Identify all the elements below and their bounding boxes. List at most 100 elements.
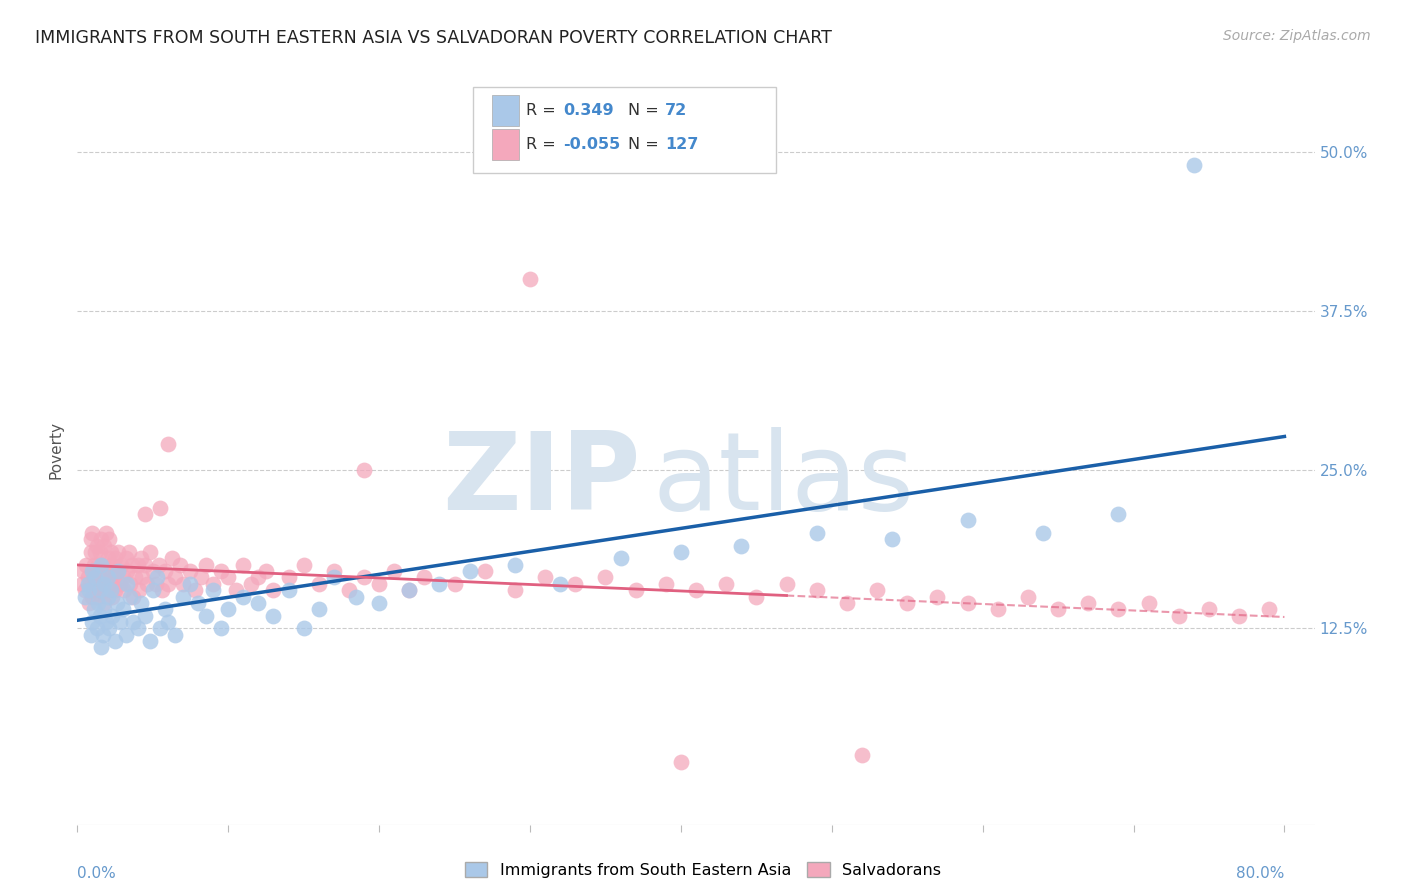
Point [308, 576, 330, 591]
Point [534, 570, 557, 584]
Point [179, 576, 201, 591]
Point [595, 570, 617, 584]
Point [1032, 526, 1054, 541]
Point [108, 615, 131, 629]
Text: ZIP: ZIP [441, 427, 640, 533]
FancyBboxPatch shape [474, 87, 776, 173]
Point [353, 462, 375, 476]
Text: atlas: atlas [652, 427, 915, 533]
Point [308, 602, 330, 616]
Point [84, 583, 107, 598]
Point [413, 570, 436, 584]
Point [669, 755, 692, 769]
Point [84, 545, 107, 559]
Point [277, 570, 299, 584]
Point [104, 551, 127, 566]
Point [94, 615, 117, 629]
Point [232, 558, 254, 572]
Point [263, 583, 285, 598]
Point [86, 576, 108, 591]
Point [101, 590, 124, 604]
Text: 80.0%: 80.0% [1236, 866, 1285, 881]
Point [146, 570, 169, 584]
Point [165, 570, 187, 584]
Point [655, 576, 678, 591]
Point [368, 596, 391, 610]
Point [139, 545, 162, 559]
Point [135, 576, 157, 591]
Point [83, 570, 105, 584]
Point [120, 590, 142, 604]
Point [503, 558, 526, 572]
Point [122, 615, 145, 629]
Point [1017, 590, 1039, 604]
Point [73, 583, 96, 598]
Point [93, 539, 115, 553]
Point [254, 564, 277, 578]
Point [96, 551, 118, 566]
Point [104, 634, 127, 648]
Point [1167, 608, 1189, 623]
Point [77, 570, 100, 584]
Point [82, 590, 104, 604]
Point [277, 583, 299, 598]
Point [1198, 602, 1220, 616]
Point [202, 576, 225, 591]
Text: N =: N = [628, 137, 658, 153]
Point [851, 748, 873, 763]
Point [79, 596, 101, 610]
Point [322, 564, 344, 578]
Point [458, 564, 481, 578]
Point [94, 570, 117, 584]
Point [96, 570, 118, 584]
Point [503, 583, 526, 598]
Point [87, 590, 110, 604]
Point [896, 596, 918, 610]
Point [91, 576, 114, 591]
Point [202, 583, 225, 598]
Legend: Immigrants from South Eastern Asia, Salvadorans: Immigrants from South Eastern Asia, Salv… [458, 855, 948, 884]
Point [114, 551, 136, 566]
Point [112, 583, 135, 598]
Point [89, 608, 111, 623]
Point [184, 583, 207, 598]
Point [100, 545, 122, 559]
Text: R =: R = [526, 103, 557, 118]
Point [142, 583, 165, 598]
Point [82, 564, 104, 578]
Point [169, 558, 191, 572]
Point [82, 615, 104, 629]
Point [90, 558, 112, 572]
Point [93, 576, 115, 591]
Point [129, 596, 152, 610]
Point [730, 539, 752, 553]
Point [72, 564, 94, 578]
Point [77, 576, 100, 591]
Point [80, 533, 103, 547]
Text: 72: 72 [665, 103, 688, 118]
Point [564, 576, 586, 591]
Y-axis label: Poverty: Poverty [48, 421, 63, 480]
Point [149, 500, 172, 515]
Point [93, 602, 115, 616]
Point [156, 437, 179, 451]
Point [153, 602, 176, 616]
Point [209, 564, 232, 578]
Point [93, 596, 115, 610]
Point [128, 583, 150, 598]
Point [398, 583, 420, 598]
Point [148, 558, 170, 572]
Point [956, 596, 979, 610]
Point [162, 551, 184, 566]
Point [82, 526, 104, 541]
Point [609, 551, 631, 566]
Point [194, 558, 217, 572]
Point [94, 526, 117, 541]
Point [1077, 596, 1099, 610]
Point [91, 558, 114, 572]
Point [247, 570, 270, 584]
Point [150, 583, 173, 598]
Point [108, 576, 131, 591]
Point [120, 576, 142, 591]
Text: IMMIGRANTS FROM SOUTH EASTERN ASIA VS SALVADORAN POVERTY CORRELATION CHART: IMMIGRANTS FROM SOUTH EASTERN ASIA VS SA… [35, 29, 832, 46]
